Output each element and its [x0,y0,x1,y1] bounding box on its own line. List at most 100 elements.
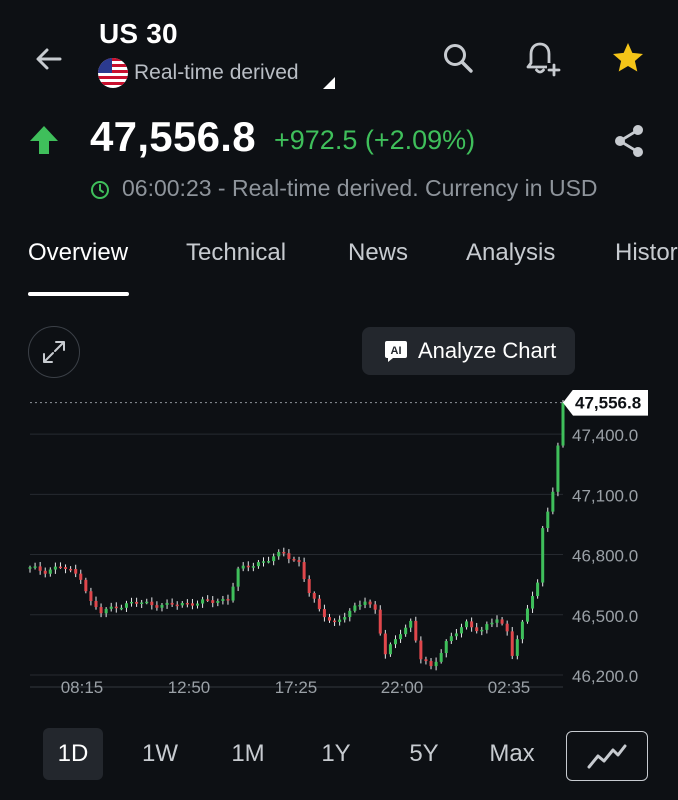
candle-body [353,605,357,611]
candle-body [439,653,443,662]
candle-body [287,553,291,559]
candle-body [520,621,524,640]
range-1w[interactable]: 1W [142,740,178,767]
y-tick-label: 47,400.0 [572,426,638,445]
price-change: +972.5 (+2.09%) [274,125,476,155]
candle-body [338,619,342,622]
candle-body [561,402,565,446]
candle-body [38,566,42,571]
candle-body [368,601,372,605]
candle-body [327,617,332,621]
candle-body [531,596,535,609]
candle-body [206,599,210,601]
candle-body [434,661,438,667]
range-1m[interactable]: 1M [231,740,265,767]
candle-body [485,624,489,630]
candle-body [307,579,311,594]
expand-icon[interactable] [28,326,80,378]
candle-body [33,566,37,568]
star-icon[interactable] [606,36,650,80]
y-tick-label: 46,500.0 [572,607,638,626]
share-icon[interactable] [608,120,650,162]
candle-body [48,569,52,574]
candle-body [449,636,453,642]
range-1d[interactable]: 1D [43,728,103,780]
x-tick-label: 22:00 [381,678,424,697]
y-tick-label: 46,800.0 [572,547,638,566]
candle-body [94,600,98,608]
candle-body [470,621,474,628]
instrument-title: US 30 [99,18,178,49]
tab-technical[interactable]: Technical [186,239,287,266]
candle-body [246,565,250,568]
candle-body [465,621,469,628]
ai-badge-icon: AI [385,341,407,362]
candle-body [556,445,560,492]
candle-body [256,562,260,567]
candle-body [495,619,499,623]
candle-body [429,661,433,667]
candle-body [414,620,418,641]
range-1y[interactable]: 1Y [321,740,351,767]
candle-body [373,604,377,610]
candle-body [241,565,245,569]
tab-overview[interactable]: Overview [28,239,129,266]
candle-body [292,558,296,561]
candle-body [333,620,337,623]
data-source-label[interactable]: Real-time derived [134,61,299,84]
us-flag-icon [98,58,128,88]
candle-body [89,591,93,601]
candle-body [378,609,382,634]
candle-body [302,562,306,580]
x-tick-label: 12:50 [168,678,211,697]
candle-body [155,605,159,608]
candle-body [551,491,555,512]
candle-body [383,633,387,655]
candle-body [343,617,347,620]
y-tick-label: 46,200.0 [572,667,638,686]
last-price: 47,556.8 [90,113,256,160]
tab-history[interactable]: Histor [615,239,678,266]
line-chart-icon[interactable] [566,731,648,781]
candle-body [399,634,403,640]
candle-body [231,586,235,601]
candle-body [124,603,128,608]
analyze-chart-button[interactable]: AI Analyze Chart [362,327,575,375]
candle-body [145,601,149,604]
back-arrow-icon[interactable] [28,38,70,80]
range-5y[interactable]: 5Y [409,740,439,767]
candle-body [185,602,189,605]
candle-body [180,602,184,606]
candle-body [267,561,271,563]
tab-news[interactable]: News [348,239,409,266]
candle-body [251,566,255,568]
candle-body [211,600,215,603]
tab-analysis[interactable]: Analysis [466,239,556,266]
candle-body [64,567,68,569]
candle-body [277,551,281,557]
candle-body [135,601,139,604]
candle-body [69,568,73,571]
candle-body [28,567,32,569]
range-max[interactable]: Max [489,740,535,767]
candle-body [196,603,200,606]
search-icon[interactable] [436,36,480,80]
candle-body [312,593,316,599]
candle-body [43,570,47,574]
candle-body [165,602,169,605]
candle-body [536,582,540,597]
candle-body [297,560,301,563]
candle-body [393,639,397,645]
candle-body [170,602,174,605]
candle-body [444,641,448,654]
candle-body [226,599,230,601]
candle-body [216,601,220,603]
active-tab-indicator [28,292,129,296]
candle-body [424,659,428,662]
x-tick-label: 08:15 [61,678,104,697]
caret-down-icon[interactable] [323,76,335,94]
candle-body [348,610,352,618]
add-alert-icon[interactable] [520,36,564,80]
price-chart[interactable]: 47,400.0 47,100.0 46,800.0 46,500.0 46,200.0… [0,390,678,710]
candle-body [175,604,179,607]
